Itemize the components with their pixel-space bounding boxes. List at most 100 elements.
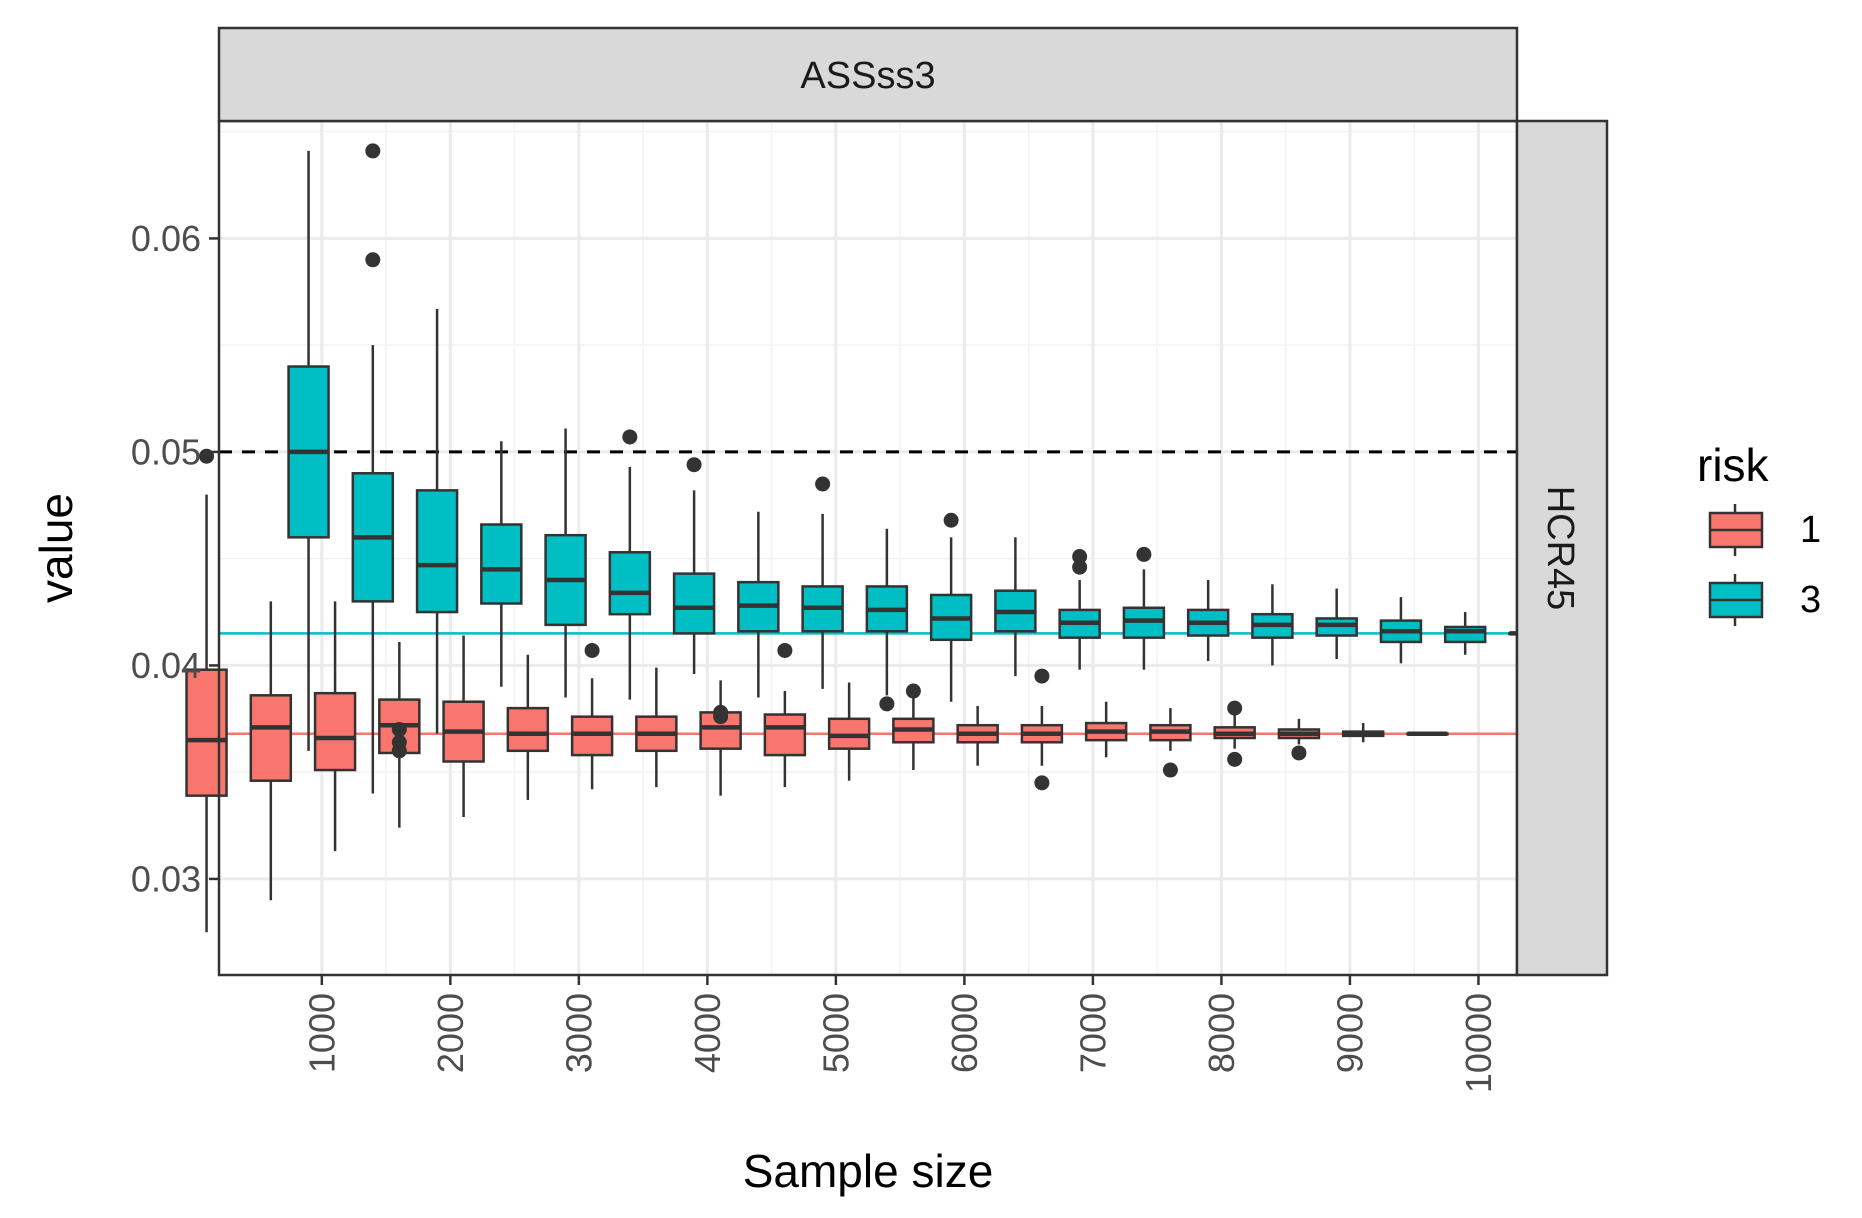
box-3-6000 [994,537,1037,677]
box-body [480,523,523,605]
y-tick-label: 0.06 [131,218,201,259]
facet-strip-right [1515,119,1609,977]
box-body [672,572,716,635]
box-1-4500 [699,680,742,796]
box-body [415,489,459,614]
y-tick-label: 0.04 [131,645,201,686]
outlier-point [713,704,729,720]
facet-strip-right-label: HCR45 [1539,486,1581,611]
outlier-point [943,512,959,528]
legend-key-1: 1 [1708,504,1821,556]
box-1-5500 [827,682,871,781]
box-3-5000 [865,528,909,712]
legend-label: 1 [1800,509,1821,551]
x-tick-label: 7000 [1072,993,1113,1073]
facet-strip-top-label: ASSss3 [800,55,935,97]
box-1-1500 [313,601,357,852]
x-axis-ticks: 1000 2000 3000 4000 5000 6000 7000 8000 9000 1000… [301,975,1499,1093]
box-1-1000 [249,601,293,901]
y-tick-label: 0.03 [131,858,201,899]
box-1-3000 [506,654,550,800]
box-1-6500 [956,705,999,766]
x-tick-label: 3000 [558,993,599,1073]
legend: risk 1 3 [1697,439,1821,626]
x-tick-label: 4000 [687,993,728,1073]
y-tick-label: 0.05 [131,431,201,472]
facet-strip-top [217,26,1519,123]
box-3-9500 [1443,612,1487,655]
outlier-point [1072,549,1088,565]
outlier-point [777,642,793,658]
y-axis-ticks: 0.03 0.04 0.05 0.06 [131,218,219,899]
plot-panel [219,121,1517,975]
legend-label: 3 [1800,579,1821,621]
outlier-point [905,683,921,699]
box-1-8000 [1149,708,1192,778]
grid-lines [219,121,1517,975]
box-3-500 [287,150,330,751]
box-3-7500 [1186,580,1230,662]
outlier-point [815,476,831,492]
legend-key-3: 3 [1708,574,1821,626]
box-1-9000 [1277,718,1321,761]
box-body [608,551,652,616]
box-3-2000 [480,441,523,687]
outlier-point [1034,775,1050,791]
outlier-point [1227,700,1243,716]
legend-title: risk [1697,439,1770,491]
outlier-point [391,734,407,750]
box-1-4000 [635,667,678,788]
outlier-point [1034,668,1050,684]
x-tick-label: 2000 [430,993,471,1073]
y-axis-title: value [30,493,82,603]
outlier-point [622,429,638,445]
box-1-10000 [1406,731,1449,736]
box-1-7000 [1020,668,1064,791]
outlier-point [879,696,895,712]
x-tick-label: 6000 [944,993,985,1073]
x-tick-label: 1000 [301,993,342,1073]
box-body [313,691,357,772]
box-1-8500 [1213,700,1256,767]
box-1-5000 [763,642,807,788]
x-tick-label: 5000 [815,993,856,1073]
box-1-2500 [442,635,485,818]
box-3-6500 [1058,549,1101,670]
box-body [763,713,807,757]
outlier-point [584,642,600,658]
x-tick-label: 9000 [1329,993,1370,1073]
box-1-7500 [1084,701,1128,758]
x-tick-label: 8000 [1201,993,1242,1073]
outlier-point [686,457,702,473]
box-3-1000 [351,143,395,794]
x-tick-label: 10000 [1458,993,1499,1093]
outlier-point [1072,559,1088,575]
outlier-point [1136,546,1152,562]
box-3-9000 [1379,597,1423,664]
box-3-4500 [801,476,844,689]
outlier-point [1291,745,1307,761]
box-3-5500 [929,512,973,702]
box-3-2500 [544,428,587,698]
box-3-3000 [608,429,652,700]
box-3-7000 [1122,546,1166,670]
outlier-point [1227,751,1243,767]
box-body [506,706,550,753]
box-1-6000 [892,683,935,771]
boxplots [185,143,1551,933]
box-3-8500 [1315,588,1358,660]
outlier-point [365,252,381,268]
box-3-1500 [415,308,459,734]
box-1-2000 [378,641,421,828]
box-3-3500 [672,457,716,674]
x-axis-title: Sample size [743,1145,994,1197]
box-3-8000 [1251,584,1294,666]
outlier-point [365,143,381,159]
box-body [249,694,293,782]
box-1-3500 [570,642,614,790]
box-1-9500 [1341,723,1385,743]
box-body [185,668,228,797]
outlier-point [1162,762,1178,778]
box-3-4000 [737,511,780,698]
